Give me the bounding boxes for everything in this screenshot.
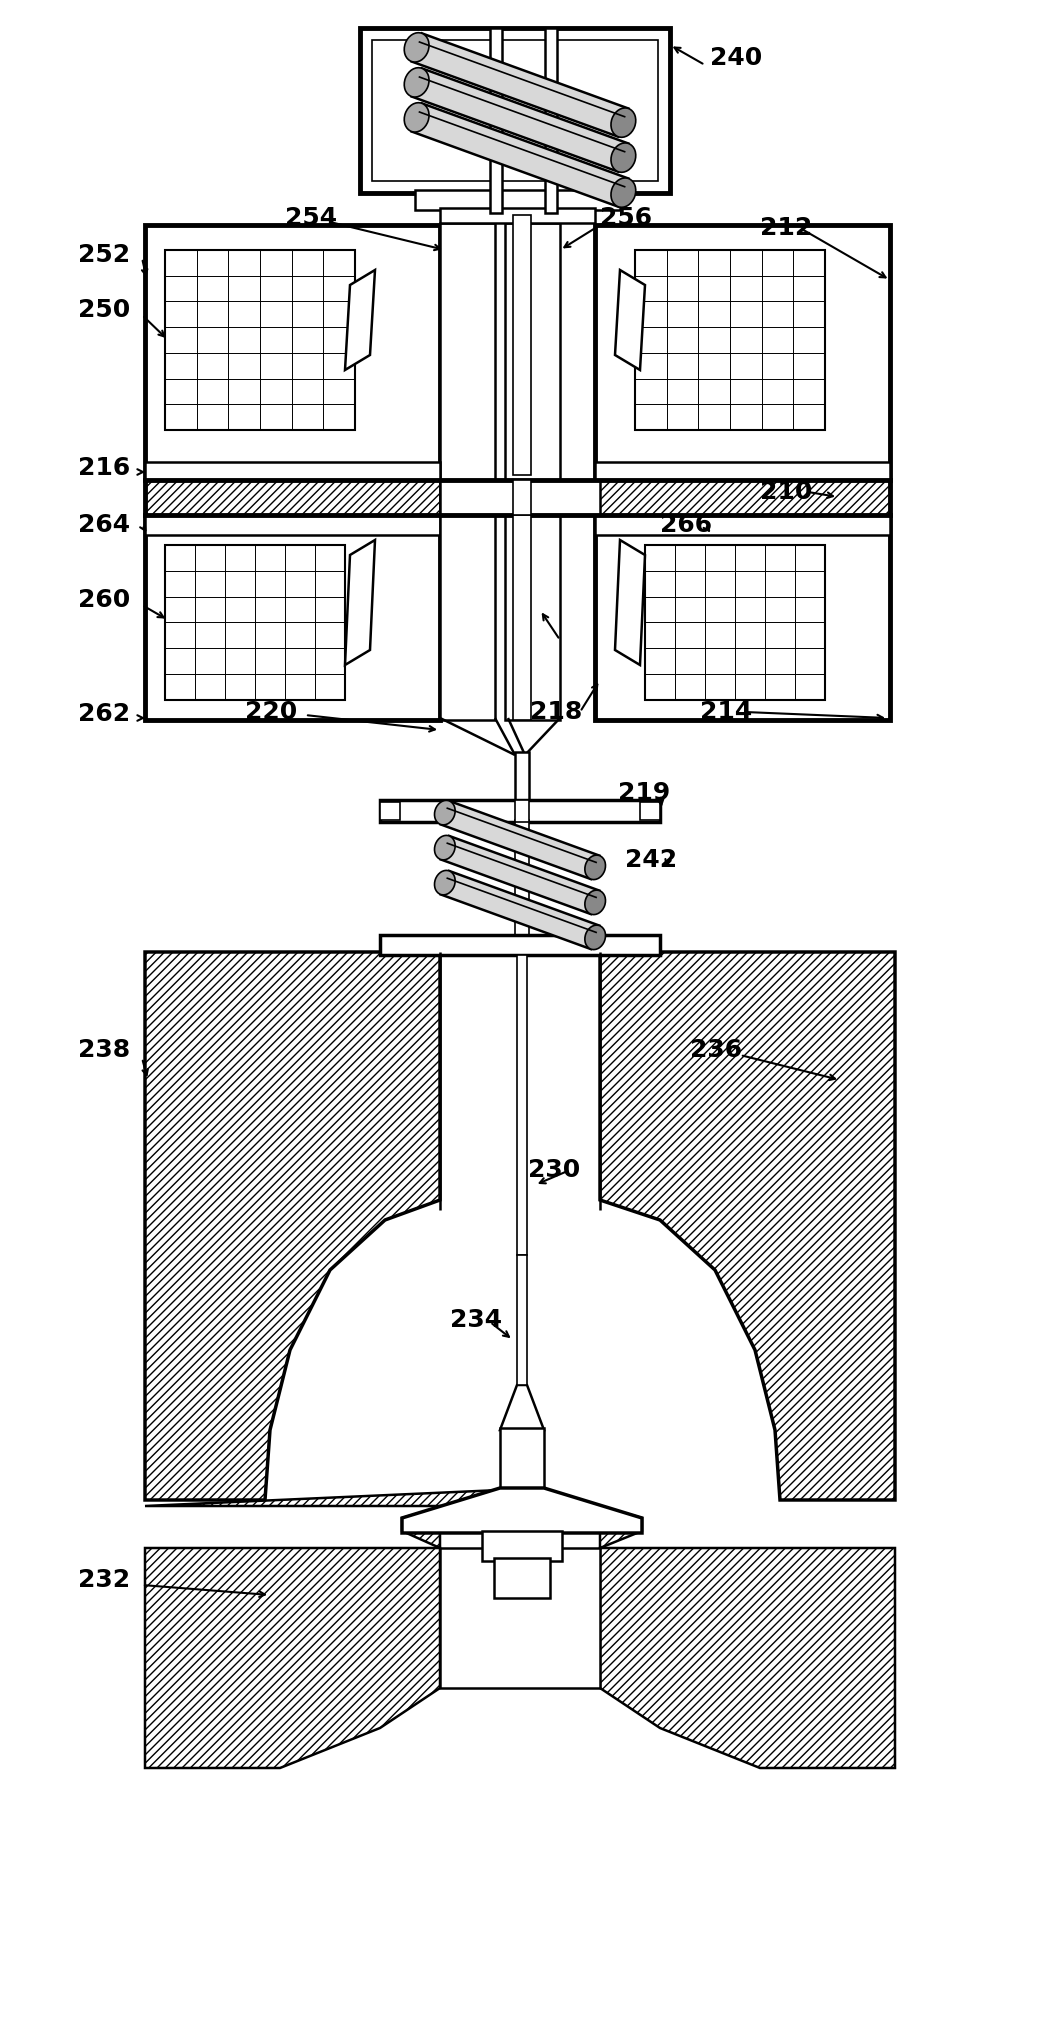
Ellipse shape [585, 854, 605, 879]
Text: 264: 264 [78, 513, 131, 538]
Ellipse shape [611, 143, 635, 172]
Polygon shape [402, 1488, 642, 1533]
Polygon shape [544, 1490, 642, 1547]
Bar [165, 249, 355, 429]
Polygon shape [412, 33, 628, 137]
Text: 252: 252 [78, 243, 131, 268]
Text: 218: 218 [530, 699, 582, 724]
Text: 230: 230 [528, 1159, 580, 1181]
Bar [440, 223, 495, 482]
Text: 266: 266 [660, 513, 712, 538]
Polygon shape [345, 270, 375, 370]
Bar [490, 29, 502, 213]
Bar [494, 1558, 550, 1598]
Polygon shape [616, 540, 645, 664]
Polygon shape [441, 871, 600, 948]
Bar [635, 249, 825, 429]
Ellipse shape [611, 108, 635, 137]
Text: 216: 216 [78, 456, 131, 480]
Text: 212: 212 [760, 217, 812, 239]
Polygon shape [600, 953, 895, 1500]
Text: 254: 254 [285, 206, 338, 231]
Text: 234: 234 [450, 1308, 503, 1333]
Ellipse shape [435, 836, 456, 861]
Polygon shape [441, 801, 600, 879]
Bar [505, 515, 560, 719]
Text: 210: 210 [760, 480, 812, 505]
Bar [440, 480, 495, 515]
Ellipse shape [435, 801, 456, 826]
Bar [513, 515, 531, 719]
Text: 262: 262 [78, 701, 131, 726]
Ellipse shape [404, 102, 429, 133]
Ellipse shape [585, 889, 605, 914]
Bar [372, 41, 658, 182]
Ellipse shape [404, 33, 429, 61]
Polygon shape [412, 104, 628, 206]
Bar [595, 480, 890, 515]
Bar [440, 1547, 600, 1688]
Bar [380, 799, 660, 822]
Text: 238: 238 [78, 1038, 131, 1063]
Bar [440, 480, 600, 515]
Polygon shape [600, 1547, 895, 1768]
Bar [145, 480, 890, 515]
Ellipse shape [585, 926, 605, 950]
Bar [500, 1429, 544, 1488]
Text: 242: 242 [625, 848, 677, 873]
Text: 240: 240 [710, 47, 762, 69]
Polygon shape [616, 270, 645, 370]
Text: 219: 219 [618, 781, 670, 805]
Text: 236: 236 [690, 1038, 742, 1063]
Bar [515, 820, 529, 940]
Bar [440, 208, 595, 223]
Polygon shape [145, 1547, 440, 1768]
Bar [505, 480, 560, 515]
Ellipse shape [435, 871, 456, 895]
Bar [513, 215, 531, 474]
Bar [517, 1255, 527, 1386]
Polygon shape [345, 540, 375, 664]
Bar [415, 190, 620, 211]
Bar [440, 515, 495, 719]
Bar [145, 225, 440, 480]
Text: 260: 260 [78, 589, 131, 611]
Bar [595, 462, 890, 482]
Bar [595, 225, 890, 480]
Bar [595, 515, 890, 536]
Bar [515, 799, 529, 822]
Bar [145, 480, 440, 515]
Text: 232: 232 [78, 1568, 131, 1592]
Bar [145, 462, 440, 482]
Bar [645, 546, 825, 699]
Text: 220: 220 [245, 699, 297, 724]
Bar [482, 1531, 562, 1562]
Bar [640, 801, 660, 820]
Text: 214: 214 [700, 699, 752, 724]
Bar [145, 515, 440, 719]
Ellipse shape [611, 178, 635, 206]
Polygon shape [441, 836, 600, 914]
Bar [165, 546, 345, 699]
Bar [513, 480, 531, 515]
Bar [359, 29, 670, 192]
Bar [545, 29, 557, 213]
Bar [595, 515, 890, 719]
Text: 256: 256 [600, 206, 652, 231]
Bar [380, 801, 400, 820]
Polygon shape [145, 953, 440, 1500]
Polygon shape [145, 1490, 500, 1547]
Ellipse shape [404, 67, 429, 96]
Bar [517, 955, 527, 1255]
Bar [515, 752, 529, 801]
Bar [145, 515, 440, 536]
Polygon shape [412, 67, 628, 172]
Text: 250: 250 [78, 298, 131, 323]
Bar [505, 223, 560, 482]
Polygon shape [500, 1386, 544, 1431]
Bar [380, 934, 660, 955]
